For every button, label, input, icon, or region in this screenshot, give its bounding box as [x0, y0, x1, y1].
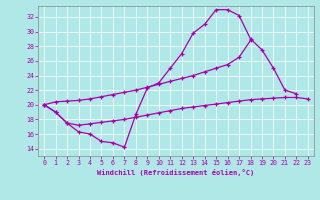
- X-axis label: Windchill (Refroidissement éolien,°C): Windchill (Refroidissement éolien,°C): [97, 169, 255, 176]
